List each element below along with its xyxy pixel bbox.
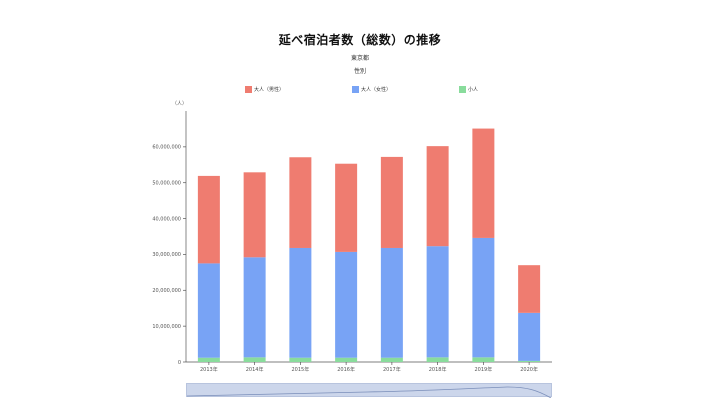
chart-subtitle-2: 性別 xyxy=(353,68,366,75)
x-tick-label: 2014年 xyxy=(246,366,264,373)
legend-swatch-child xyxy=(459,85,466,93)
bar-segment xyxy=(380,247,403,358)
range-navigator[interactable] xyxy=(186,383,552,398)
bar-segment xyxy=(289,247,312,358)
x-tick-label: 2017年 xyxy=(383,366,401,373)
bar-segment xyxy=(472,128,495,238)
bar-segment xyxy=(472,357,495,362)
chart-title: 延べ宿泊者数（総数）の推移 xyxy=(278,33,442,47)
bar-segment xyxy=(197,263,220,358)
bar-segment xyxy=(197,357,220,362)
legend-item-male-adult[interactable]: 大人（男性） xyxy=(245,85,284,93)
bar-segment xyxy=(335,251,358,358)
legend-swatch-female-adult xyxy=(352,85,359,93)
bar-segment xyxy=(380,357,403,362)
legend-label-male-adult: 大人（男性） xyxy=(254,86,285,93)
bar-segment xyxy=(472,237,495,358)
legend-item-child[interactable]: 小人 xyxy=(459,85,478,93)
legend-item-female-adult[interactable]: 大人（女性） xyxy=(352,85,391,93)
bar-segment xyxy=(518,265,541,313)
navigator-trend-line xyxy=(187,386,552,398)
x-tick-label: 2020年 xyxy=(520,366,538,373)
y-tick-label: 20,000,000 xyxy=(152,288,181,294)
y-tick-label: 0 xyxy=(178,360,181,366)
x-tick-label: 2015年 xyxy=(292,366,310,373)
bar-segment xyxy=(243,357,266,362)
bar-segment xyxy=(380,156,403,248)
bar-segment xyxy=(243,172,266,258)
bar-segment xyxy=(243,257,266,358)
bar-segment xyxy=(335,163,358,252)
bar-segment xyxy=(335,357,358,362)
bar-segment xyxy=(197,175,220,264)
bar-segment xyxy=(289,157,312,248)
chart-subtitle: 東京都 xyxy=(350,55,369,62)
y-tick-label: 50,000,000 xyxy=(152,181,181,187)
bar-segment xyxy=(518,360,541,362)
y-axis-unit-label: （人） xyxy=(172,101,188,107)
bar-segment xyxy=(426,357,449,362)
y-tick-label: 10,000,000 xyxy=(152,324,181,330)
bar-segment xyxy=(289,357,312,362)
x-tick-label: 2018年 xyxy=(429,366,447,373)
bar-segment xyxy=(426,246,449,358)
x-tick-label: 2013年 xyxy=(200,366,218,373)
legend-label-female-adult: 大人（女性） xyxy=(361,86,392,93)
x-tick-label: 2016年 xyxy=(337,366,355,373)
bar-segment xyxy=(518,312,541,361)
y-tick-label: 60,000,000 xyxy=(152,145,181,151)
y-tick-label: 40,000,000 xyxy=(152,216,181,222)
legend-swatch-male-adult xyxy=(245,85,252,93)
bar-segment xyxy=(426,146,449,247)
y-tick-label: 30,000,000 xyxy=(152,252,181,258)
legend-label-child: 小人 xyxy=(468,86,479,93)
x-tick-label: 2019年 xyxy=(475,366,493,373)
